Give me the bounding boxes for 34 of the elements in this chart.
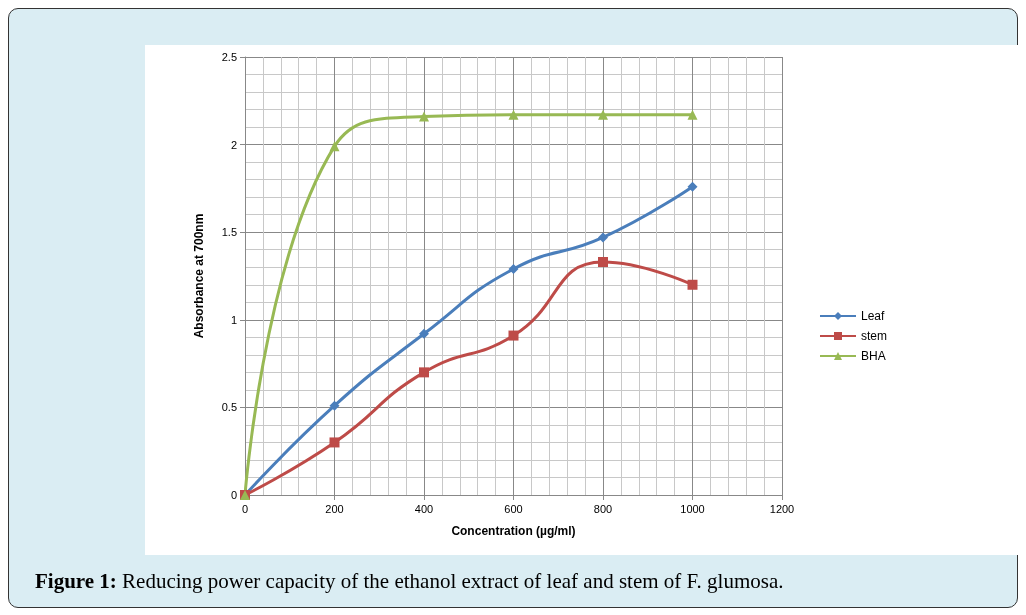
point: [329, 141, 340, 152]
x-tick-label: 600: [504, 502, 523, 515]
legend-label: Leaf: [861, 309, 886, 323]
point: [419, 367, 429, 378]
y-tick-label: 1.5: [221, 226, 237, 239]
point: [419, 111, 429, 122]
caption: Figure 1: Reducing power capacity of the ethanol extract of leaf and stem of F. glumosa.: [35, 569, 785, 594]
point: [329, 400, 340, 411]
point: [508, 109, 519, 120]
y-tick-label: 0: [230, 489, 237, 501]
y-tick-label: 2.5: [221, 51, 237, 63]
legend-label: BHA: [861, 349, 886, 363]
point: [598, 256, 608, 267]
legend-label: stem: [861, 329, 888, 343]
x-axis-title: Concentration (µg/ml): [451, 524, 576, 538]
point: [598, 109, 608, 120]
y-tick-label: 1: [230, 313, 237, 326]
x-tick-label: 1200: [769, 502, 795, 515]
point: [329, 437, 340, 448]
point: [687, 279, 698, 290]
x-tick-label: 800: [593, 502, 613, 515]
x-tick-label: 1000: [680, 502, 705, 515]
point: [508, 263, 519, 274]
y-axis-title: Absorbance at 700nm: [192, 213, 206, 339]
y-tick-label: 2: [230, 138, 237, 151]
point: [687, 181, 698, 192]
point: [508, 330, 519, 341]
x-tick-label: 0: [241, 502, 249, 515]
point: [419, 328, 429, 339]
y-tick-label: 0.5: [221, 401, 237, 414]
x-tick-label: 200: [325, 502, 344, 515]
x-tick-label: 400: [414, 502, 434, 515]
point: [598, 232, 608, 243]
point: [687, 109, 698, 120]
